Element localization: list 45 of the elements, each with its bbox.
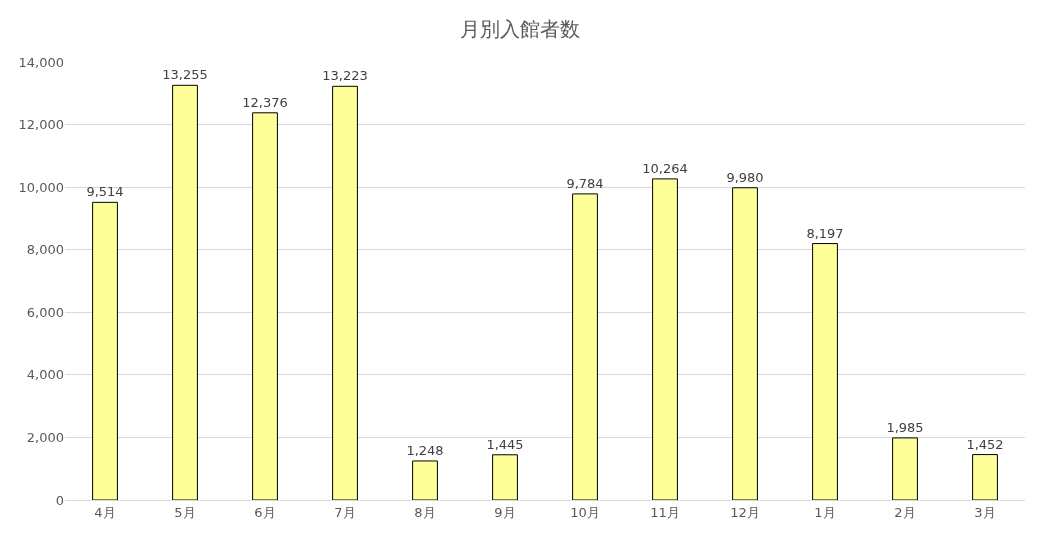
data-label: 9,784 bbox=[566, 175, 604, 191]
x-tick-label: 4月 bbox=[94, 504, 116, 520]
bar bbox=[252, 112, 278, 500]
bar bbox=[332, 85, 358, 500]
bar bbox=[412, 460, 438, 500]
y-tick-label: 14,000 bbox=[18, 54, 64, 70]
y-tick-label: 6,000 bbox=[26, 304, 64, 320]
data-label: 8,197 bbox=[806, 225, 844, 241]
x-tick-label: 6月 bbox=[254, 504, 276, 520]
data-label: 12,376 bbox=[242, 94, 288, 110]
y-tick-label: 0 bbox=[55, 492, 64, 508]
data-label: 9,980 bbox=[726, 169, 764, 185]
data-label: 1,985 bbox=[886, 419, 924, 435]
bar bbox=[732, 187, 758, 500]
data-label: 1,248 bbox=[406, 442, 444, 458]
y-tick-label: 12,000 bbox=[18, 117, 64, 133]
bar bbox=[972, 454, 998, 500]
x-tick-label: 10月 bbox=[570, 504, 600, 520]
chart-title: 月別入館者数 bbox=[460, 16, 580, 41]
x-tick-label: 9月 bbox=[494, 504, 516, 520]
y-tick-label: 2,000 bbox=[26, 429, 64, 445]
bar bbox=[492, 454, 518, 500]
bar bbox=[572, 193, 598, 500]
data-label: 9,514 bbox=[86, 184, 124, 200]
bar bbox=[892, 437, 918, 500]
bar bbox=[812, 243, 838, 500]
x-tick-label: 5月 bbox=[174, 504, 196, 520]
bar bbox=[92, 201, 118, 500]
bar bbox=[172, 84, 198, 500]
y-tick-label: 4,000 bbox=[26, 367, 64, 383]
x-tick-label: 2月 bbox=[894, 504, 916, 520]
x-tick-label: 11月 bbox=[650, 504, 680, 520]
x-tick-label: 3月 bbox=[974, 504, 996, 520]
x-tick-label: 1月 bbox=[814, 504, 836, 520]
bar bbox=[652, 178, 678, 500]
data-label: 10,264 bbox=[642, 160, 688, 176]
y-tick-label: 10,000 bbox=[18, 179, 64, 195]
y-tick-label: 8,000 bbox=[26, 242, 64, 258]
data-label: 1,445 bbox=[486, 436, 524, 452]
data-label: 13,223 bbox=[322, 68, 368, 84]
x-tick-label: 7月 bbox=[334, 504, 356, 520]
x-tick-label: 12月 bbox=[730, 504, 760, 520]
data-label: 13,255 bbox=[162, 67, 208, 83]
data-label: 1,452 bbox=[966, 436, 1004, 452]
x-tick-label: 8月 bbox=[414, 504, 436, 520]
